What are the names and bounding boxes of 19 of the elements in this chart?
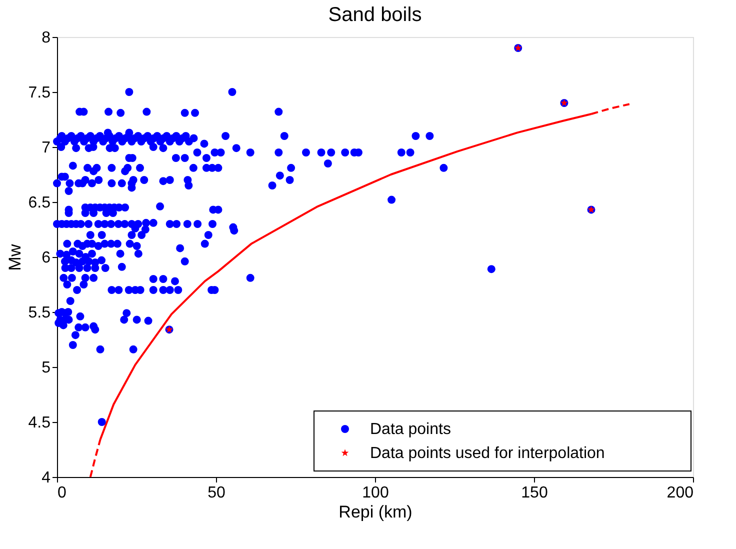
- x-tick-label: 100: [362, 484, 389, 502]
- x-axis-title: Repi (km): [338, 502, 412, 522]
- x-tick-label: 50: [208, 484, 226, 502]
- chart-title: Sand boils: [328, 4, 422, 26]
- y-tick-label: 6: [42, 250, 51, 266]
- y-tick-label: 4.5: [28, 414, 51, 432]
- legend-label: Data points used for interpolation: [370, 445, 605, 462]
- y-tick-label: 5: [42, 360, 51, 376]
- y-axis-title: Mw: [5, 244, 24, 271]
- y-tick-label: 5.5: [28, 304, 51, 322]
- legend-label: Data points: [370, 421, 451, 438]
- y-tick-label: 4: [42, 470, 51, 486]
- y-tick-label: 7: [42, 140, 51, 156]
- x-tick-label: 200: [666, 484, 694, 502]
- x-tick-label: 0: [58, 484, 66, 502]
- y-tick-label: 8: [42, 30, 51, 46]
- y-tick-label: 7.5: [28, 84, 51, 102]
- y-tick-label: 6.5: [28, 194, 51, 212]
- x-tick-label: 150: [521, 484, 548, 502]
